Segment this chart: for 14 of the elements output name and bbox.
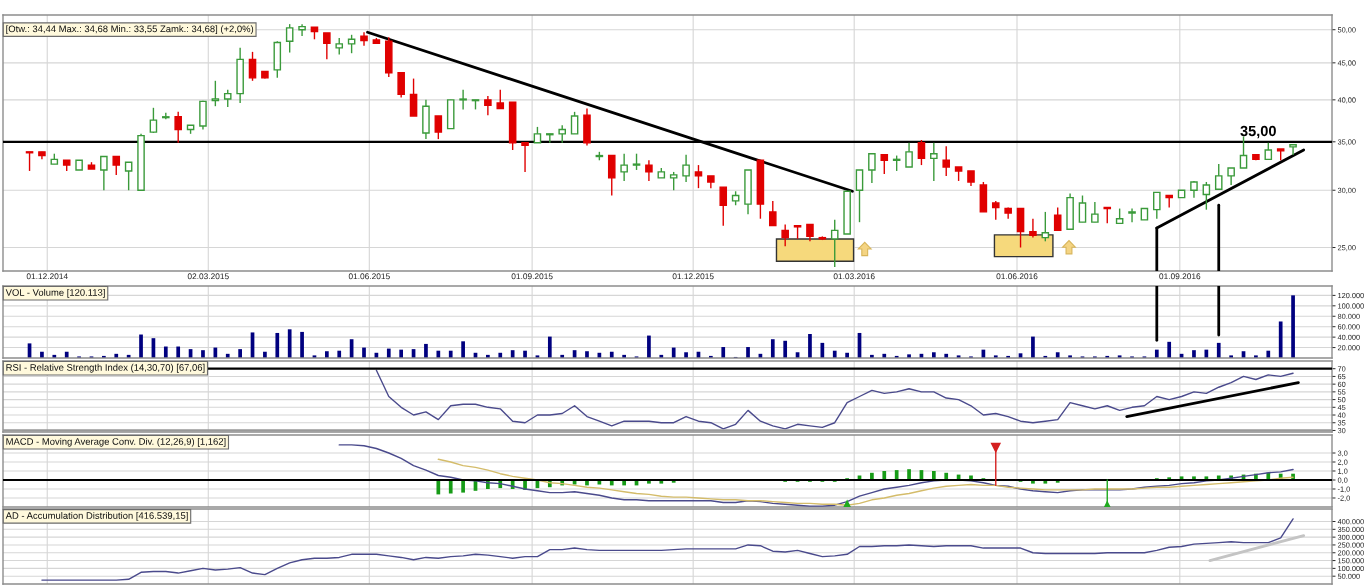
ref-line-label: 35,00 — [1240, 125, 1276, 139]
x-tick-label: 01.06.2016 — [996, 273, 1038, 280]
x-tick-label: 01.12.2015 — [672, 273, 714, 280]
x-tick-label: 02.03.2015 — [187, 273, 229, 280]
text: [Otw.: 34,44 Max.: 34,68 Min.: 33,55 Zamk.: 34,68] (+2,0%) — [6, 25, 254, 35]
chart-title: VOL - Volume [120.113] — [5, 288, 105, 298]
x-tick-label: 01.03.2016 — [833, 273, 875, 280]
x-tick-label: 01.09.2016 — [1159, 273, 1201, 280]
chart-title: RSI - Relative Strength Index (14,30,70) [67,06] — [6, 363, 205, 373]
chart-title: AD - Accumulation Distribution [416.539,15] — [5, 512, 188, 521]
x-tick-label: 01.12.2014 — [26, 273, 68, 280]
x-tick-label: 01.09.2015 — [511, 273, 553, 280]
chart-title: MACD - Moving Average Conv. Div. (12,26,9) [1,162] — [6, 437, 226, 447]
x-tick-label: 01.06.2015 — [348, 273, 390, 280]
